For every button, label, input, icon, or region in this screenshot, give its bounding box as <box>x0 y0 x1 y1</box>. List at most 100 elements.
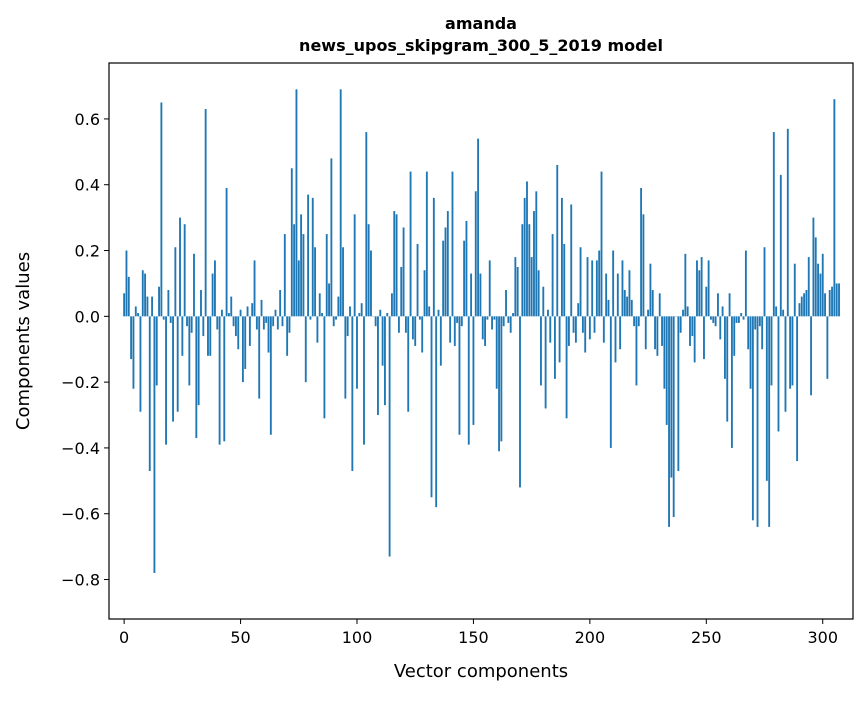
x-tick-label: 150 <box>458 628 489 647</box>
bar <box>130 316 132 359</box>
bar <box>286 316 288 355</box>
bar <box>584 316 586 352</box>
y-tick-label: 0.6 <box>75 110 100 129</box>
bar <box>442 241 444 317</box>
y-axis-ticks: −0.8−0.6−0.4−0.20.00.20.40.6 <box>61 110 109 590</box>
bar <box>170 316 172 323</box>
bar <box>431 316 433 497</box>
bar <box>414 316 416 346</box>
bar <box>554 316 556 379</box>
bar <box>831 287 833 317</box>
bar <box>736 316 738 323</box>
bar <box>631 300 633 316</box>
x-tick-label: 0 <box>119 628 129 647</box>
bar <box>277 316 279 329</box>
bar <box>670 316 672 477</box>
bar <box>223 316 225 441</box>
bar <box>316 316 318 342</box>
bar <box>435 316 437 507</box>
bar <box>705 287 707 317</box>
bar <box>747 316 749 349</box>
bar <box>146 297 148 317</box>
bar <box>819 274 821 317</box>
bar <box>696 260 698 316</box>
bar <box>361 303 363 316</box>
bar <box>356 316 358 388</box>
bar <box>489 260 491 316</box>
bar <box>533 211 535 316</box>
bar <box>268 316 270 352</box>
bar <box>393 211 395 316</box>
bar <box>640 188 642 316</box>
bar <box>475 191 477 316</box>
bar <box>638 316 640 326</box>
bar <box>601 172 603 317</box>
bar <box>673 316 675 517</box>
bar <box>540 316 542 385</box>
bar <box>500 316 502 441</box>
bar <box>538 270 540 316</box>
y-tick-label: 0.2 <box>75 242 100 261</box>
bar <box>778 316 780 431</box>
bar <box>326 234 328 316</box>
bar <box>663 316 665 388</box>
bar <box>282 316 284 326</box>
bar <box>386 313 388 316</box>
bar <box>214 260 216 316</box>
bar <box>493 316 495 319</box>
bar <box>428 306 430 316</box>
bar <box>647 310 649 317</box>
bar <box>615 316 617 362</box>
y-tick-label: −0.8 <box>61 571 100 590</box>
bar <box>307 195 309 317</box>
bar <box>764 247 766 316</box>
bar <box>291 168 293 316</box>
bar <box>212 274 214 317</box>
bar <box>563 244 565 316</box>
bar <box>826 316 828 379</box>
bar <box>808 257 810 316</box>
bar <box>766 316 768 481</box>
bar <box>512 313 514 316</box>
bar <box>526 181 528 316</box>
bar <box>165 316 167 444</box>
bar <box>305 316 307 382</box>
bar <box>521 224 523 316</box>
bar <box>379 310 381 317</box>
bar <box>456 316 458 323</box>
bar <box>710 316 712 319</box>
bar <box>684 254 686 317</box>
bar <box>570 204 572 316</box>
bar <box>731 316 733 448</box>
bar <box>140 316 142 411</box>
bar <box>186 316 188 326</box>
bar <box>589 316 591 339</box>
bar <box>726 316 728 421</box>
bar <box>582 316 584 332</box>
bar <box>822 254 824 317</box>
bar <box>342 247 344 316</box>
bar <box>829 290 831 316</box>
bar <box>207 316 209 355</box>
x-axis-label: Vector components <box>394 661 568 682</box>
bar <box>123 293 125 316</box>
bar <box>349 306 351 316</box>
bar <box>300 214 302 316</box>
bar <box>503 316 505 326</box>
bar <box>459 316 461 434</box>
bar <box>193 254 195 317</box>
bar <box>461 316 463 326</box>
bar <box>608 300 610 316</box>
bar <box>265 316 267 323</box>
bar <box>261 300 263 316</box>
bar <box>470 274 472 317</box>
bar <box>160 102 162 316</box>
bar <box>666 316 668 425</box>
bar <box>759 316 761 326</box>
bar <box>275 310 277 317</box>
bar <box>801 297 803 317</box>
bar <box>370 251 372 317</box>
bar <box>817 264 819 317</box>
bar <box>754 316 756 329</box>
bar <box>619 316 621 349</box>
